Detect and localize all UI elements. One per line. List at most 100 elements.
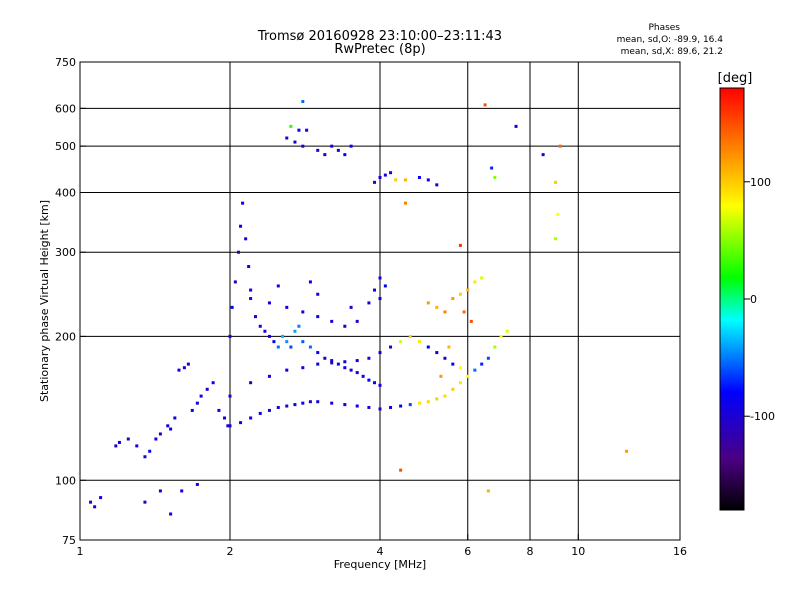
scatter-point — [316, 351, 320, 355]
scatter-point — [285, 305, 289, 309]
phase-stats-line-o: mean, sd,O: -89.9, 16.4 — [617, 35, 724, 45]
scatter-point — [267, 408, 271, 412]
scatter-point — [389, 405, 393, 409]
scatter-point — [394, 178, 398, 182]
scatter-point — [228, 394, 232, 398]
scatter-point — [126, 437, 130, 441]
y-tick-label: 300 — [55, 246, 76, 259]
scatter-point — [226, 424, 230, 428]
scatter-point — [343, 366, 347, 370]
colorbar-title: [deg] — [718, 71, 753, 86]
scatter-point — [355, 404, 359, 408]
scatter-point — [177, 368, 181, 372]
scatter-point — [458, 366, 462, 370]
scatter-point — [336, 362, 340, 366]
scatter-point — [367, 301, 371, 305]
scatter-point — [458, 292, 462, 296]
scatter-point — [343, 360, 347, 364]
scatter-point — [247, 265, 251, 269]
colorbar-tick-label: 100 — [750, 176, 771, 189]
scatter-point — [349, 368, 353, 372]
scatter-point — [316, 400, 320, 404]
scatter-point — [378, 407, 382, 411]
x-tick-label: 2 — [227, 545, 234, 558]
scatter-point — [180, 489, 184, 493]
scatter-point — [486, 489, 490, 493]
colorbar-tick-label: 0 — [750, 293, 757, 306]
scatter-point — [154, 437, 158, 441]
scatter-point — [263, 329, 267, 333]
scatter-point — [343, 153, 347, 157]
scatter-point — [223, 416, 227, 420]
scatter-point — [211, 381, 215, 385]
scatter-point — [267, 334, 271, 338]
scatter-point — [199, 394, 203, 398]
scatter-point — [316, 362, 320, 366]
scatter-point — [89, 500, 93, 504]
scatter-point — [228, 334, 232, 338]
scatter-point — [480, 276, 484, 280]
chart-title: Tromsø 20160928 23:10:00–23:11:43 — [257, 29, 502, 44]
scatter-point — [316, 315, 320, 319]
scatter-point — [267, 301, 271, 305]
scatter-point — [249, 288, 253, 292]
scatter-point — [480, 362, 484, 366]
scatter-point — [447, 345, 451, 349]
scatter-point — [289, 345, 293, 349]
scatter-point — [244, 237, 248, 241]
scatter-point — [316, 292, 320, 296]
scatter-point — [281, 334, 285, 338]
scatter-point — [148, 449, 152, 453]
scatter-point — [293, 140, 297, 144]
scatter-point — [343, 324, 347, 328]
scatter-point — [143, 455, 147, 459]
scatter-point — [451, 387, 455, 391]
chart-subtitle: RwPretec (8p) — [334, 42, 425, 57]
y-axis-label: Stationary phase Virtual Height [km] — [38, 200, 51, 402]
scatter-point — [556, 212, 560, 216]
scatter-point — [553, 180, 557, 184]
scatter-point — [301, 100, 305, 104]
scatter-point — [417, 175, 421, 179]
scatter-point — [323, 356, 327, 360]
x-tick-label: 8 — [527, 545, 534, 558]
scatter-point — [276, 405, 280, 409]
scatter-point — [289, 124, 293, 128]
scatter-point — [258, 324, 262, 328]
scatter-point — [186, 362, 190, 366]
scatter-point — [399, 340, 403, 344]
scatter-point — [417, 401, 421, 405]
scatter-point — [301, 401, 305, 405]
scatter-point — [143, 500, 147, 504]
scatter-point — [285, 136, 289, 140]
scatter-point — [373, 381, 377, 385]
scatter-point — [239, 421, 243, 425]
scatter-point — [466, 288, 470, 292]
scatter-point — [378, 276, 382, 280]
scatter-point — [249, 416, 253, 420]
scatter-point — [435, 397, 439, 401]
scatter-point — [99, 496, 103, 500]
scatter-point — [514, 124, 518, 128]
scatter-point — [276, 345, 280, 349]
scatter-point — [389, 345, 393, 349]
y-tick-label: 200 — [55, 330, 76, 343]
scatter-point — [249, 381, 253, 385]
scatter-point — [355, 359, 359, 363]
scatter-point — [355, 319, 359, 323]
scatter-point — [301, 144, 305, 148]
scatter-point — [308, 400, 312, 404]
scatter-point — [297, 128, 301, 132]
phase-stats-heading: Phases — [648, 23, 680, 33]
scatter-point — [343, 403, 347, 407]
scatter-point — [114, 444, 118, 448]
scatter-point — [443, 310, 447, 314]
scatter-point — [236, 250, 240, 254]
scatter-point — [190, 408, 194, 412]
scatter-point — [308, 345, 312, 349]
scatter-point — [378, 351, 382, 355]
scatter-point — [361, 374, 365, 378]
scatter-point — [367, 378, 371, 382]
scatter-point — [249, 297, 253, 301]
